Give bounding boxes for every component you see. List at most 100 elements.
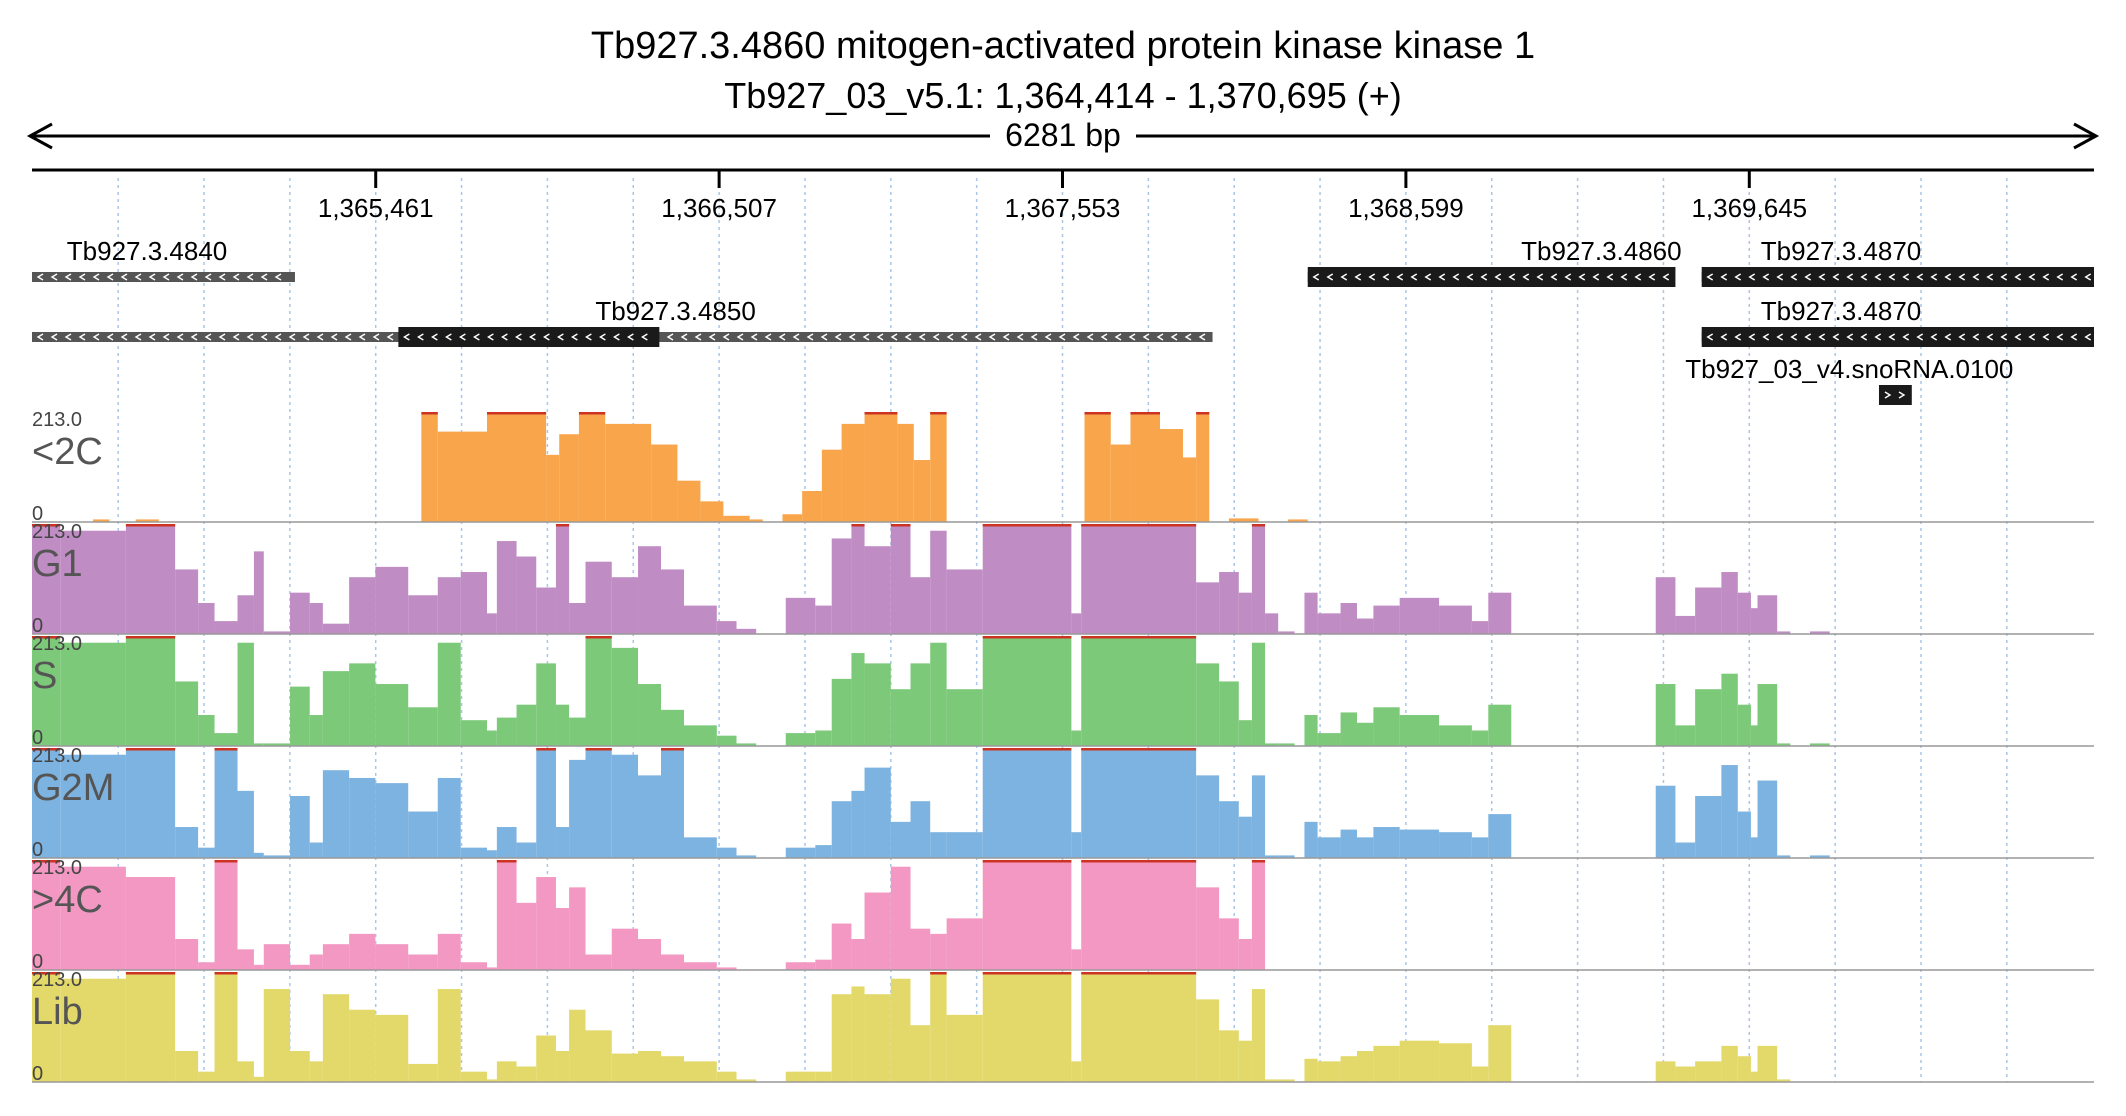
clip-marker xyxy=(214,972,238,975)
coverage-bar xyxy=(237,642,254,746)
coverage-bar xyxy=(1471,730,1489,746)
coverage-bar xyxy=(1251,642,1266,746)
coverage-bar xyxy=(1439,1043,1472,1082)
gene-1[interactable]: Tb927.3.4850 xyxy=(32,296,1213,347)
coverage-bar xyxy=(1655,577,1676,634)
coverage-bar xyxy=(605,423,652,522)
track-ymax-0: 213.0 xyxy=(32,409,82,431)
clip-marker xyxy=(421,412,438,415)
coverage-bar xyxy=(661,954,684,970)
clip-marker xyxy=(1084,412,1111,415)
coverage-bar xyxy=(555,827,570,858)
tick-label-1: 1,366,507 xyxy=(661,193,777,223)
coverage-bar xyxy=(1251,775,1266,858)
coverage-bar xyxy=(815,730,832,746)
coverage-bar xyxy=(1810,743,1830,746)
coverage-bar xyxy=(1071,949,1082,970)
coverage-bar xyxy=(175,569,199,634)
gene-0[interactable]: Tb927.3.4840 xyxy=(32,236,295,282)
coverage-bar xyxy=(638,546,662,634)
coverage-bar xyxy=(736,628,757,634)
coverage-bar xyxy=(851,939,865,970)
coverage-bar xyxy=(611,754,639,858)
coverage-bar xyxy=(864,546,891,634)
coverage-bar xyxy=(1071,613,1082,634)
coverage-bar xyxy=(253,964,264,970)
clip-marker xyxy=(214,860,238,863)
coverage-bar xyxy=(487,730,497,746)
gene-label-2: Tb927.3.4860 xyxy=(1521,236,1681,266)
coverage-bar xyxy=(421,412,438,522)
coverage-tracks: 213.00<2C213.00G1213.00S213.00G2M213.00>… xyxy=(32,409,2094,1085)
coverage-bar xyxy=(946,918,983,970)
clip-marker xyxy=(982,524,1072,527)
gene-4[interactable]: Tb927.3.4870 xyxy=(1701,296,2094,347)
coverage-bar xyxy=(437,989,461,1082)
coverage-bar xyxy=(1278,855,1295,858)
coverage-bar xyxy=(831,538,852,634)
coverage-bar xyxy=(237,790,254,858)
clip-marker xyxy=(982,636,1072,639)
coverage-bar xyxy=(1737,704,1751,746)
coverage-bar xyxy=(536,587,556,634)
coverage-bar xyxy=(1071,730,1082,746)
coverage-bar xyxy=(585,954,612,970)
coverage-bar xyxy=(930,642,947,746)
clip-marker xyxy=(982,748,1072,751)
clip-marker xyxy=(32,972,61,975)
coverage-bar xyxy=(198,715,215,746)
coverage-bar xyxy=(1196,775,1220,858)
coverage-bar xyxy=(214,972,238,1082)
coverage-bar xyxy=(175,939,199,970)
coverage-bar xyxy=(1675,615,1696,634)
coverage-bar xyxy=(1265,1079,1279,1082)
coverage-bar xyxy=(437,642,461,746)
coverage-bar xyxy=(536,748,556,858)
coverage-bar xyxy=(60,642,126,746)
coverage-bar xyxy=(175,681,199,746)
coverage-bar xyxy=(661,748,684,858)
coverage-bar xyxy=(1695,689,1722,746)
clip-marker xyxy=(930,412,947,415)
coverage-bar xyxy=(864,412,898,522)
coverage-bar xyxy=(125,524,176,634)
coverage-bar xyxy=(1373,1045,1400,1082)
gene-2[interactable]: Tb927.3.4860 xyxy=(1307,236,1682,287)
coverage-bar xyxy=(559,434,579,522)
coverage-bar xyxy=(309,715,323,746)
coverage-bar xyxy=(460,572,488,634)
coverage-bar xyxy=(700,501,724,522)
coverage-bar xyxy=(1196,663,1220,746)
coverage-bar xyxy=(1675,725,1696,746)
coverage-bar xyxy=(585,636,612,746)
coverage-bar xyxy=(1695,1061,1722,1082)
coverage-bar xyxy=(736,1079,757,1082)
gene-3[interactable]: Tb927.3.4870 xyxy=(1701,236,2094,287)
coverage-bar xyxy=(910,928,931,970)
clip-marker xyxy=(1081,636,1197,639)
coverage-bar xyxy=(198,962,215,970)
coverage-bar xyxy=(135,519,159,522)
coverage-bar xyxy=(32,972,61,1082)
coverage-bar xyxy=(569,887,586,970)
coverage-bar xyxy=(1304,715,1318,746)
coverage-bar xyxy=(125,972,176,1082)
gene-5[interactable]: Tb927_03_v4.snoRNA.0100 xyxy=(1685,354,2013,405)
chart-title: Tb927.3.4860 mitogen-activated protein k… xyxy=(591,25,1535,67)
coverage-bar xyxy=(487,412,547,522)
coverage-bar xyxy=(253,852,264,858)
coverage-bar xyxy=(290,592,310,634)
track-name-5: Lib xyxy=(32,991,83,1033)
clip-marker xyxy=(125,524,176,527)
coverage-bar xyxy=(1317,613,1341,634)
clip-marker xyxy=(930,972,947,975)
coverage-bar xyxy=(1196,412,1210,522)
coverage-bar xyxy=(516,902,537,970)
track-name-4: >4C xyxy=(32,879,103,921)
coverage-bar xyxy=(1488,814,1512,858)
coverage-bar xyxy=(1750,837,1758,858)
coverage-bar xyxy=(1304,1058,1318,1082)
coverage-bar xyxy=(536,877,556,970)
coverage-bar xyxy=(1110,444,1131,522)
coverage-bar xyxy=(1356,722,1374,746)
